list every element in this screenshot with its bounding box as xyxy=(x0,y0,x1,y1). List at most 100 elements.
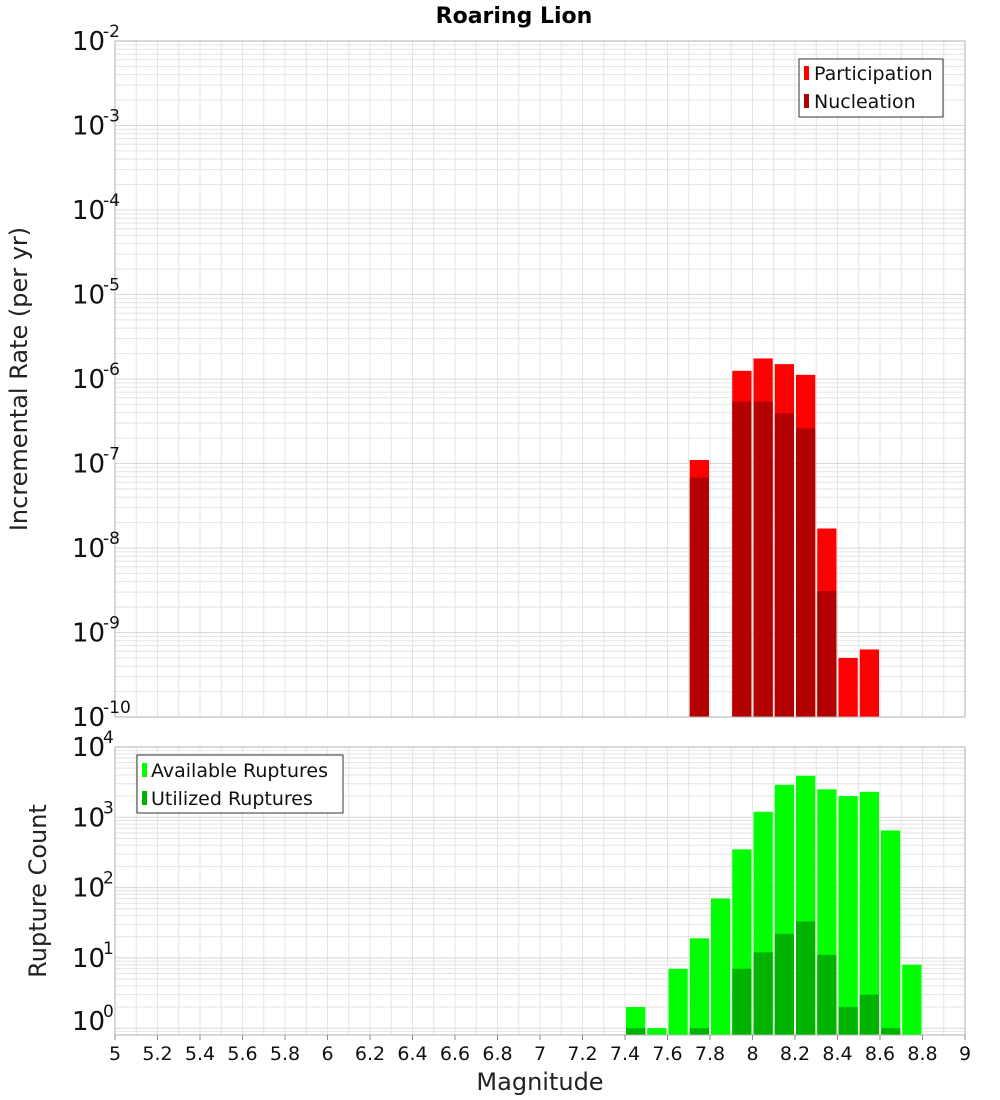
available-ruptures-bar xyxy=(881,830,901,1035)
utilized-ruptures-bar xyxy=(796,921,816,1035)
rate-legend: Participation Nucleation xyxy=(798,58,944,118)
y-tick-exponent: -2 xyxy=(103,22,120,42)
participation-bar xyxy=(838,657,858,717)
y-tick-label: 100 xyxy=(72,1002,114,1037)
x-tick-label: 5.8 xyxy=(270,1043,300,1065)
y-tick-label: 103 xyxy=(72,798,114,833)
utilized-ruptures-bar xyxy=(689,1028,709,1035)
utilized-ruptures-bar xyxy=(626,1028,646,1035)
nucleation-bar xyxy=(796,428,816,717)
y-tick-base: 10 xyxy=(72,619,105,649)
available-ruptures-bar xyxy=(647,1028,667,1035)
x-tick-label: 8.4 xyxy=(822,1043,852,1065)
utilized-ruptures-bar xyxy=(817,954,837,1035)
x-axis-label: Magnitude xyxy=(476,1068,603,1096)
y-tick-base: 10 xyxy=(72,874,105,904)
y-tick-base: 10 xyxy=(72,281,105,311)
x-tick-label: 7.8 xyxy=(695,1043,725,1065)
utilized-ruptures-bar xyxy=(732,968,752,1035)
y-tick-exponent: 1 xyxy=(103,939,114,959)
x-tick-label: 8.8 xyxy=(907,1043,937,1065)
utilized-ruptures-bar xyxy=(753,952,773,1035)
x-tick-label: 5.4 xyxy=(185,1043,215,1065)
count-x-ticks: 5 5.2 5.4 5.6 5.8 6 6.2 6.4 6.6 6.8 7 7.2 7.4 7.6 7.8 8… xyxy=(109,1035,971,1065)
nucleation-bar xyxy=(689,477,709,717)
y-tick-label: 10-8 xyxy=(72,529,120,564)
y-tick-label: 10-5 xyxy=(72,276,120,311)
rate-y-axis-label: Incremental Rate (per yr) xyxy=(5,227,33,531)
chart-title: Roaring Lion xyxy=(436,4,593,29)
x-tick-label: 9 xyxy=(959,1043,971,1065)
x-tick-label: 6.6 xyxy=(440,1043,470,1065)
x-tick-label: 7.6 xyxy=(652,1043,682,1065)
y-tick-exponent: -6 xyxy=(103,360,120,380)
y-tick-base: 10 xyxy=(72,365,105,395)
nucleation-bar xyxy=(774,413,794,717)
y-tick-base: 10 xyxy=(72,27,105,57)
participation-legend-label: Participation xyxy=(814,63,933,85)
y-tick-label: 10-4 xyxy=(72,191,120,226)
x-tick-label: 7.4 xyxy=(610,1043,640,1065)
rate-plot-frame xyxy=(114,40,966,718)
x-tick-label: 5.2 xyxy=(142,1043,172,1065)
y-tick-exponent: 4 xyxy=(103,728,114,748)
count-bars xyxy=(626,775,922,1035)
y-tick-base: 10 xyxy=(72,1007,105,1037)
participation-legend-swatch xyxy=(804,66,809,80)
x-tick-label: 6.2 xyxy=(355,1043,385,1065)
rate-grid xyxy=(115,40,965,718)
y-tick-exponent: -5 xyxy=(103,276,120,296)
y-tick-label: 10-9 xyxy=(72,614,120,649)
x-tick-label: 6 xyxy=(321,1043,333,1065)
y-tick-base: 10 xyxy=(72,450,105,480)
x-tick-label: 5.6 xyxy=(227,1043,257,1065)
y-tick-exponent: -4 xyxy=(103,191,120,211)
y-tick-label: 10-7 xyxy=(72,445,120,480)
count-legend: Available Ruptures Utilized Ruptures xyxy=(136,754,344,814)
y-tick-label: 10-3 xyxy=(72,107,120,142)
y-tick-base: 10 xyxy=(72,733,105,763)
y-tick-base: 10 xyxy=(72,803,105,833)
available-ruptures-bar xyxy=(689,938,709,1035)
available-ruptures-bar xyxy=(711,898,731,1035)
utilized-ruptures-bar xyxy=(881,1028,901,1035)
y-tick-base: 10 xyxy=(72,944,105,974)
count-legend-box xyxy=(136,754,344,814)
y-tick-exponent: 3 xyxy=(103,798,114,818)
participation-bar xyxy=(859,649,879,717)
available-ruptures-bar xyxy=(859,791,879,1035)
utilized-ruptures-bar xyxy=(838,1007,858,1035)
y-tick-exponent: -8 xyxy=(103,529,120,549)
y-tick-label: 10-2 xyxy=(72,22,120,57)
y-tick-label: 10-10 xyxy=(72,698,131,733)
y-tick-exponent: 0 xyxy=(103,1002,114,1022)
y-tick-base: 10 xyxy=(72,112,105,142)
y-tick-label: 101 xyxy=(72,939,114,974)
nucleation-bar xyxy=(732,401,752,717)
y-tick-exponent: -9 xyxy=(103,614,120,634)
x-tick-label: 6.8 xyxy=(482,1043,512,1065)
x-tick-label: 7.2 xyxy=(567,1043,597,1065)
available-legend-label: Available Ruptures xyxy=(151,760,328,782)
y-tick-exponent: -7 xyxy=(103,445,120,465)
y-tick-label: 10-6 xyxy=(72,360,120,395)
nucleation-bar xyxy=(817,590,837,717)
count-y-axis-label: Rupture Count xyxy=(24,804,52,978)
available-ruptures-bar xyxy=(626,1007,646,1035)
nucleation-legend-label: Nucleation xyxy=(814,91,916,113)
y-tick-exponent: -3 xyxy=(103,107,120,127)
utilized-legend-label: Utilized Ruptures xyxy=(151,788,313,810)
utilized-legend-swatch xyxy=(142,791,147,805)
utilized-ruptures-bar xyxy=(859,994,879,1035)
x-tick-label: 6.4 xyxy=(397,1043,427,1065)
available-ruptures-bar xyxy=(902,964,922,1035)
nucleation-bar xyxy=(753,401,773,717)
x-tick-label: 8.2 xyxy=(780,1043,810,1065)
y-tick-exponent: -10 xyxy=(103,698,131,718)
x-tick-label: 7 xyxy=(534,1043,546,1065)
x-tick-label: 5 xyxy=(109,1043,121,1065)
y-tick-base: 10 xyxy=(72,534,105,564)
x-tick-label: 8 xyxy=(746,1043,758,1065)
